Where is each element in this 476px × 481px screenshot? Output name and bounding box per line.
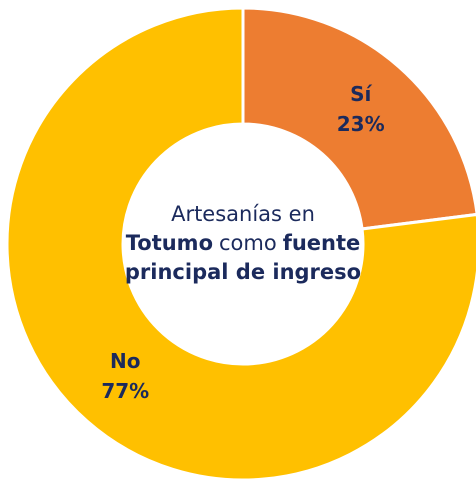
slice-category: No — [110, 349, 140, 373]
slice-category: Sí — [350, 82, 372, 106]
center-text-run: como — [219, 231, 277, 255]
slice — [241, 6, 476, 231]
slice-value: 23% — [337, 112, 385, 136]
center-text-line: Artesanías en — [171, 202, 315, 226]
center-text-run: fuente — [283, 231, 361, 255]
center-text-line: Totumo como fuente — [126, 231, 361, 255]
slice — [5, 6, 476, 481]
center-text-line: principal de ingreso — [125, 260, 361, 284]
slice-value: 77% — [101, 379, 149, 403]
center-text-run: Artesanías en — [171, 202, 315, 226]
center-text-run: principal de ingreso — [125, 260, 361, 284]
center-text-run: Totumo — [126, 231, 213, 255]
